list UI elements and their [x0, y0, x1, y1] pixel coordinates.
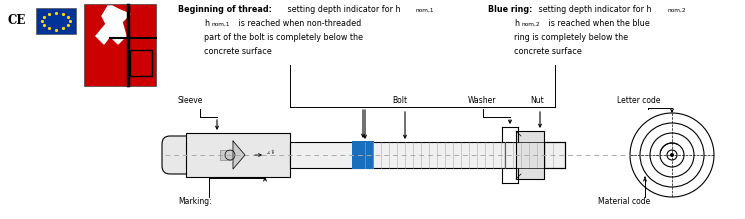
Bar — [220, 150, 240, 160]
Text: is reached when non-threaded: is reached when non-threaded — [236, 19, 361, 28]
Text: Material code: Material code — [598, 197, 650, 206]
Text: set: set — [272, 148, 276, 153]
Bar — [130, 50, 152, 76]
Bar — [516, 131, 544, 179]
Text: Blue ring:: Blue ring: — [488, 5, 533, 14]
Text: Beginning of thread:: Beginning of thread: — [178, 5, 272, 14]
Text: Sleeve: Sleeve — [178, 96, 203, 105]
Text: setting depth indicator for h: setting depth indicator for h — [285, 5, 401, 14]
Text: concrete surface: concrete surface — [514, 47, 582, 56]
Text: nom,1: nom,1 — [211, 21, 229, 26]
Bar — [186, 133, 290, 177]
Text: is reached when the blue: is reached when the blue — [546, 19, 650, 28]
FancyBboxPatch shape — [162, 136, 196, 174]
Text: part of the bolt is completely below the: part of the bolt is completely below the — [204, 33, 363, 42]
Text: h: h — [268, 150, 272, 153]
Text: setting depth indicator for h: setting depth indicator for h — [536, 5, 651, 14]
Text: h: h — [204, 19, 209, 28]
Text: concrete surface: concrete surface — [204, 47, 272, 56]
Text: Marking:: Marking: — [178, 197, 212, 206]
Text: nom,2: nom,2 — [667, 7, 685, 12]
Bar — [36, 8, 76, 34]
Bar — [505, 142, 565, 168]
Polygon shape — [96, 6, 130, 44]
Bar — [84, 4, 156, 86]
Bar — [290, 142, 505, 168]
Text: nom,2: nom,2 — [521, 21, 539, 26]
Text: nom,1: nom,1 — [416, 7, 434, 12]
Text: h: h — [514, 19, 519, 28]
Circle shape — [670, 153, 674, 157]
Bar — [352, 141, 374, 169]
Text: Washer: Washer — [468, 96, 496, 105]
Text: ring is completely below the: ring is completely below the — [514, 33, 628, 42]
Text: Letter code: Letter code — [617, 96, 661, 105]
Text: CE: CE — [8, 14, 26, 27]
Polygon shape — [233, 141, 245, 169]
Text: Nut: Nut — [530, 96, 544, 105]
Text: Bolt: Bolt — [392, 96, 407, 105]
